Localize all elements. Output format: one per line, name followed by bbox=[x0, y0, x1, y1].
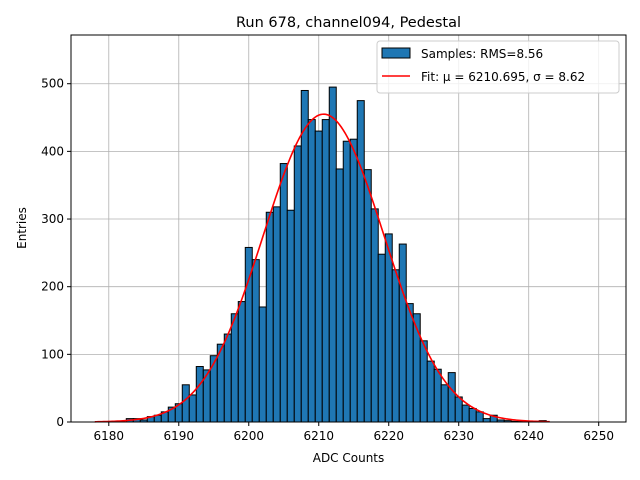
histogram-bar bbox=[223, 333, 232, 423]
histogram-bar bbox=[272, 206, 281, 423]
histogram-bar bbox=[461, 404, 470, 423]
x-tick-label: 6220 bbox=[373, 429, 404, 443]
fit-curve bbox=[94, 113, 550, 423]
histogram-bar bbox=[321, 119, 330, 423]
histogram-bar bbox=[195, 366, 204, 423]
histogram-bar bbox=[384, 233, 393, 423]
histogram-bar bbox=[314, 130, 323, 423]
y-axis-label: Entries bbox=[15, 207, 29, 249]
y-tick-label: 400 bbox=[41, 144, 64, 158]
histogram-bar bbox=[482, 418, 491, 423]
histogram-bar bbox=[363, 169, 372, 423]
histogram-bar bbox=[300, 89, 309, 423]
histogram-bar bbox=[328, 86, 337, 423]
histogram-bar bbox=[209, 355, 218, 423]
histogram-bar bbox=[307, 119, 316, 423]
histogram-bar bbox=[349, 138, 358, 423]
bars bbox=[125, 86, 547, 423]
y-tick-label: 500 bbox=[41, 77, 64, 91]
histogram-bar bbox=[419, 340, 428, 423]
histogram-bar bbox=[265, 211, 274, 423]
histogram-bar bbox=[286, 209, 295, 423]
histogram-bar bbox=[468, 407, 477, 423]
y-tick-label: 300 bbox=[41, 212, 64, 226]
histogram-bar bbox=[426, 360, 435, 423]
x-tick-label: 6180 bbox=[94, 429, 125, 443]
histogram-bar bbox=[230, 313, 239, 423]
legend-label-fit: Fit: μ = 6210.695, σ = 8.62 bbox=[421, 70, 585, 84]
histogram-bar bbox=[251, 259, 260, 423]
x-tick-label: 6190 bbox=[164, 429, 195, 443]
x-axis-ticks: 6180 6190 6200 6210 6220 6230 6240 6250 bbox=[94, 422, 614, 443]
x-tick-label: 6210 bbox=[303, 429, 334, 443]
histogram-bar bbox=[398, 243, 407, 423]
histogram-bar bbox=[405, 303, 414, 423]
histogram-bar bbox=[454, 396, 463, 423]
y-tick-label: 200 bbox=[41, 280, 64, 294]
histogram-bar bbox=[475, 411, 484, 423]
histogram-bar bbox=[377, 253, 386, 423]
histogram-bar bbox=[342, 140, 351, 423]
y-tick-label: 100 bbox=[41, 347, 64, 361]
histogram-bar bbox=[447, 372, 456, 423]
histogram-bar bbox=[335, 168, 344, 423]
x-tick-label: 6240 bbox=[513, 429, 544, 443]
y-tick-label: 0 bbox=[56, 415, 64, 429]
chart-title: Run 678, channel094, Pedestal bbox=[236, 15, 461, 31]
histogram-bar bbox=[258, 306, 267, 423]
x-axis-label: ADC Counts bbox=[313, 451, 385, 465]
histogram-bar bbox=[181, 384, 190, 423]
histogram-bar bbox=[293, 145, 302, 423]
legend-handle-samples bbox=[381, 47, 411, 59]
histogram-bar bbox=[188, 394, 197, 423]
axes-frame bbox=[70, 34, 627, 423]
legend-box bbox=[376, 40, 620, 94]
legend-label-samples: Samples: RMS=8.56 bbox=[421, 47, 543, 61]
legend: Samples: RMS=8.56 Fit: μ = 6210.695, σ =… bbox=[376, 40, 620, 94]
histogram-bar bbox=[440, 384, 449, 423]
histogram-bar bbox=[279, 163, 288, 423]
histogram-bar bbox=[433, 368, 442, 423]
x-tick-label: 6230 bbox=[443, 429, 474, 443]
histogram-bar bbox=[356, 100, 365, 423]
y-axis-ticks: 0 100 200 300 400 500 bbox=[41, 77, 71, 429]
x-tick-label: 6200 bbox=[233, 429, 264, 443]
histogram-bar bbox=[370, 208, 379, 423]
histogram-bar bbox=[391, 269, 400, 423]
histogram-bar bbox=[237, 301, 246, 423]
x-tick-label: 6250 bbox=[583, 429, 614, 443]
